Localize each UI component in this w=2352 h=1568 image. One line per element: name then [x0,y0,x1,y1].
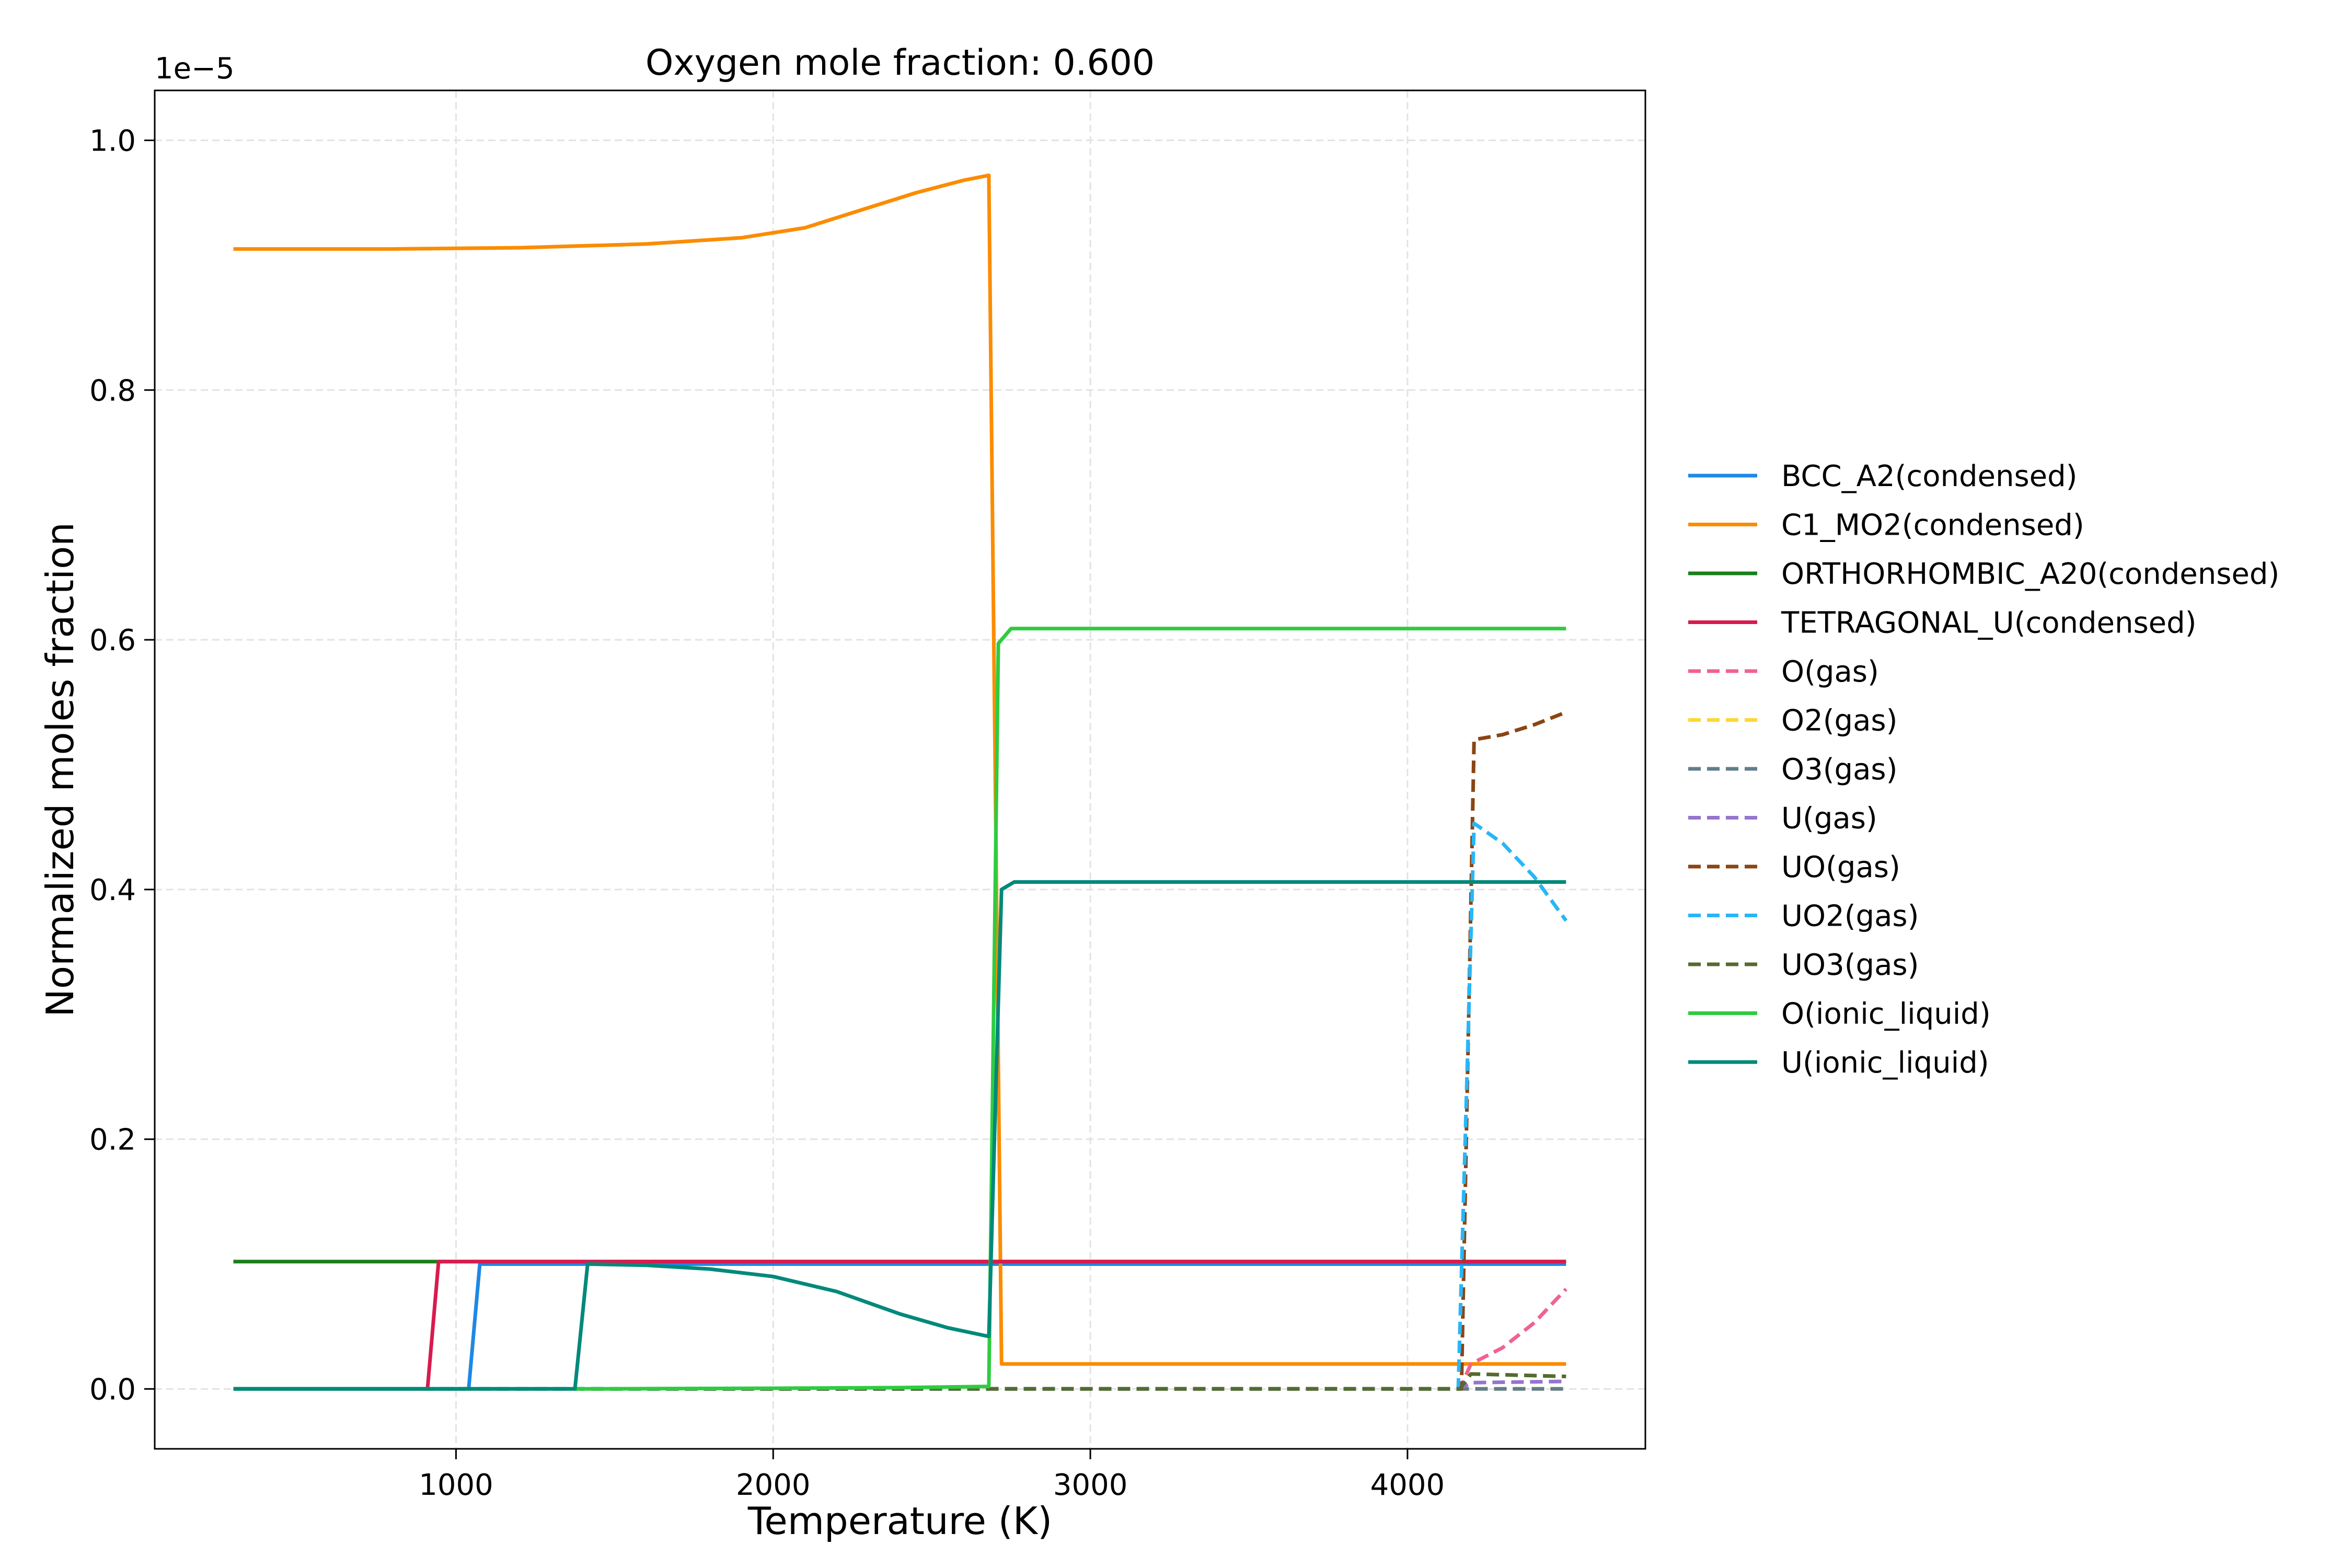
grid [155,90,1645,1449]
legend-label: U(gas) [1781,802,1877,836]
series-line-u-ionic-liquid [233,880,1566,1391]
legend-label: O2(gas) [1781,704,1897,738]
legend: BCC_A2(condensed) C1_MO2(condensed) ORTHOR… [1688,459,2279,1080]
chart-title: Oxygen mole fraction: 0.600 [645,42,1155,84]
y-axis-offset-text: 1e−5 [155,52,235,86]
legend-label: U(ionic_liquid) [1781,1046,1989,1080]
legend-label: ORTHORHOMBIC_A20(condensed) [1781,557,2279,591]
axes-frame [154,89,1646,1450]
x-tick-label: 2000 [736,1468,811,1502]
x-axis-ticks: 1000 2000 3000 4000 [419,1449,1445,1502]
y-tick-label: 0.2 [89,1123,136,1157]
y-tick-label: 0.6 [89,624,136,658]
y-tick-label: 0.4 [89,873,136,907]
series-line-c1-mo2-condensed [233,173,1566,1366]
legend-label: O(ionic_liquid) [1781,997,1991,1031]
legend-label: UO2(gas) [1781,900,1919,933]
y-tick-label: 0.0 [89,1373,136,1406]
y-tick-label: 1.0 [89,124,136,158]
legend-label: TETRAGONAL_U(condensed) [1781,606,2197,640]
x-axis-label: Temperature (K) [747,1499,1052,1543]
plot-lines [233,173,1568,1391]
y-axis-label: Normalized moles fraction [38,522,82,1017]
legend-label: BCC_A2(condensed) [1781,459,2077,493]
legend-label: O(gas) [1781,655,1879,689]
y-tick-label: 0.8 [89,374,136,408]
x-tick-label: 4000 [1370,1468,1445,1502]
x-tick-label: 3000 [1053,1468,1128,1502]
x-tick-label: 1000 [419,1468,493,1502]
legend-label: O3(gas) [1781,753,1897,787]
legend-label: UO3(gas) [1781,948,1919,982]
legend-label: C1_MO2(condensed) [1781,509,2084,543]
y-axis-ticks: 0.0 0.2 0.4 0.6 0.8 1.0 [89,124,155,1406]
legend-label: UO(gas) [1781,850,1900,884]
series-line-o-ionic-liquid [233,627,1566,1391]
